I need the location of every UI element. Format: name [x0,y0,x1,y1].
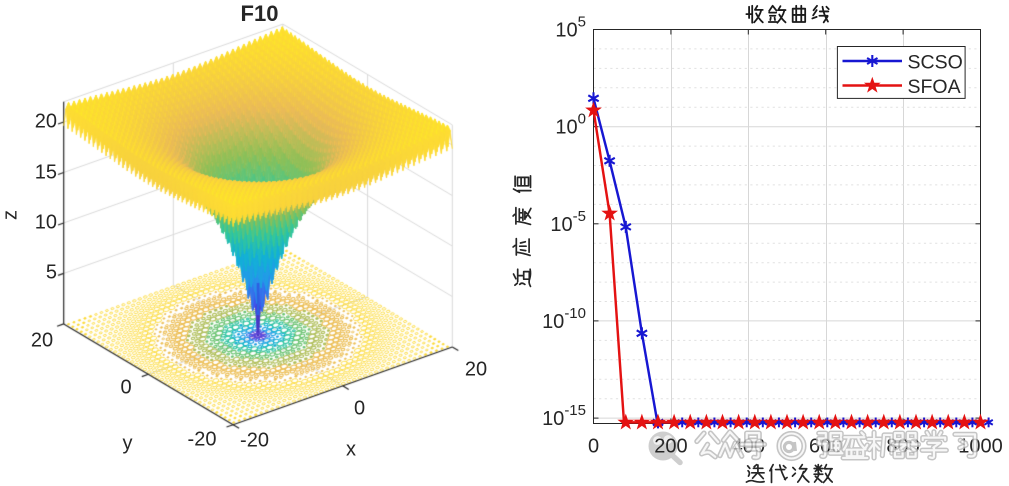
svg-text:10-5: 10-5 [550,208,586,236]
svg-text:SFOA: SFOA [908,76,961,98]
svg-text:0: 0 [588,436,599,458]
svg-text:200: 200 [654,436,687,458]
svg-text:SCSO: SCSO [908,51,963,73]
svg-text:105: 105 [555,14,586,42]
svg-text:1000: 1000 [958,436,1003,458]
svg-text:10-10: 10-10 [542,305,586,333]
svg-text:100: 100 [555,111,586,139]
svg-text:10-15: 10-15 [542,402,586,430]
